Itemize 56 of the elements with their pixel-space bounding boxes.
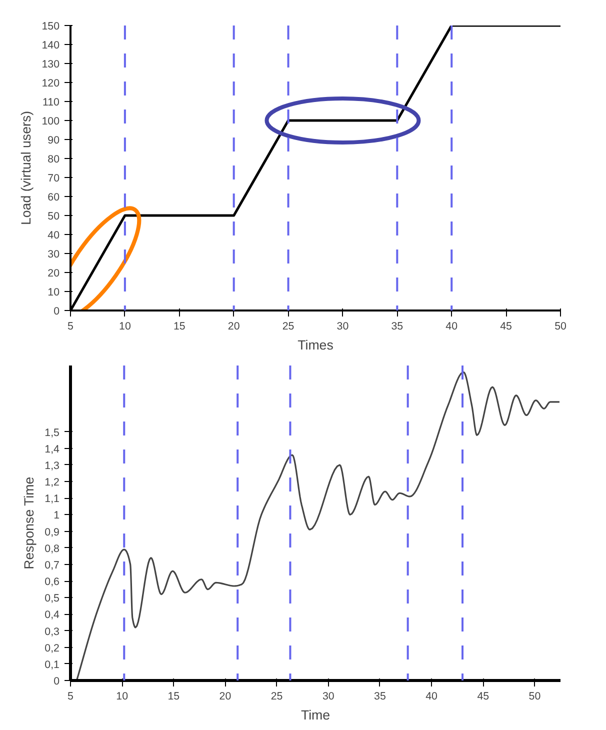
x-tick-label: 20	[228, 320, 240, 332]
x-tick-label: 50	[554, 320, 566, 332]
y-tick-label: 100	[42, 116, 60, 128]
x-tick-label: 30	[336, 320, 349, 332]
y-tick-label: 140	[42, 40, 60, 52]
x-tick-label: 30	[322, 690, 334, 702]
y-tick-label: 0,5	[44, 592, 60, 605]
x-tick-label: 15	[173, 320, 186, 332]
x-axis-title: Time	[300, 708, 330, 722]
y-tick-label: 0,2	[44, 642, 60, 654]
y-tick-label: 20	[48, 268, 60, 280]
y-tick-label: 0	[54, 306, 60, 318]
y-tick-label: 0	[54, 676, 60, 688]
y-tick-label: 0,3	[44, 626, 60, 638]
y-tick-label: 10	[48, 286, 60, 298]
y-tick-label: 0,1	[44, 658, 60, 671]
x-tick-label: 5	[68, 690, 74, 702]
y-tick-label: 1,2	[44, 476, 60, 489]
x-axis-title: Times	[298, 338, 334, 352]
y-tick-label: 40	[48, 230, 60, 242]
x-tick-label: 20	[219, 690, 232, 702]
y-tick-label: 30	[48, 248, 60, 260]
y-tick-label: 120	[42, 78, 60, 90]
x-tick-label: 35	[374, 690, 386, 702]
x-tick-label: 25	[282, 320, 294, 332]
y-axis-title: Response Time	[22, 476, 37, 570]
y-tick-label: 80	[48, 154, 60, 166]
y-tick-label: 0,4	[44, 609, 60, 622]
x-tick-label: 5	[68, 320, 74, 332]
x-tick-label: 10	[119, 320, 131, 332]
y-tick-label: 1,1	[44, 493, 60, 506]
y-tick-label: 60	[48, 192, 60, 204]
y-tick-label: 90	[48, 134, 60, 146]
y-tick-label: 1,5	[44, 426, 60, 439]
x-tick-label: 10	[116, 690, 128, 702]
y-tick-label: 150	[42, 20, 60, 32]
y-tick-label: 110	[42, 96, 60, 108]
x-tick-label: 50	[528, 690, 541, 702]
x-tick-label: 40	[426, 690, 438, 702]
x-tick-label: 45	[477, 690, 490, 702]
x-tick-label: 40	[446, 320, 458, 332]
y-tick-label: 1,3	[44, 460, 60, 472]
x-tick-label: 45	[500, 320, 512, 332]
x-tick-label: 35	[391, 320, 404, 332]
y-tick-label: 70	[48, 172, 60, 184]
y-tick-label: 1	[54, 510, 60, 522]
y-tick-label: 0,9	[44, 526, 60, 538]
y-tick-label: 130	[42, 58, 60, 70]
y-tick-label: 0,6	[44, 576, 60, 588]
y-axis-title: Load (virtual users)	[18, 110, 34, 226]
x-tick-label: 15	[168, 690, 180, 702]
y-tick-label: 1,4	[44, 443, 60, 456]
x-tick-label: 25	[270, 690, 283, 702]
y-tick-label: 0,8	[44, 542, 60, 555]
y-tick-label: 0,7	[44, 559, 60, 572]
y-tick-label: 50	[48, 210, 60, 222]
